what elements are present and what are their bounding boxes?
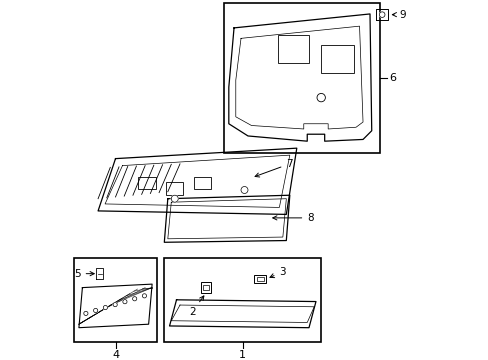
Bar	[253, 275, 266, 283]
Bar	[201, 282, 211, 293]
Text: 6: 6	[388, 73, 395, 84]
Text: 8: 8	[272, 213, 313, 223]
Circle shape	[379, 12, 384, 17]
Bar	[277, 35, 308, 63]
Bar	[74, 258, 157, 342]
Text: 5: 5	[74, 269, 94, 279]
Circle shape	[83, 311, 88, 315]
Bar	[256, 277, 263, 281]
Text: 4: 4	[112, 350, 119, 360]
Bar	[166, 182, 183, 194]
Circle shape	[122, 300, 127, 304]
Text: 7: 7	[255, 159, 292, 177]
Bar	[138, 177, 155, 189]
Circle shape	[142, 294, 146, 298]
Bar	[203, 285, 208, 291]
Bar	[223, 4, 380, 153]
Circle shape	[113, 302, 117, 307]
Bar	[164, 258, 321, 342]
Bar	[194, 177, 211, 189]
Text: 2: 2	[188, 296, 203, 317]
Circle shape	[132, 297, 137, 301]
Circle shape	[241, 186, 247, 193]
Circle shape	[93, 309, 98, 312]
Bar	[321, 45, 354, 73]
Circle shape	[171, 195, 178, 202]
Circle shape	[316, 94, 325, 102]
Circle shape	[103, 305, 107, 310]
Text: 9: 9	[391, 10, 406, 20]
Text: 1: 1	[239, 350, 246, 360]
Text: 3: 3	[269, 267, 285, 278]
